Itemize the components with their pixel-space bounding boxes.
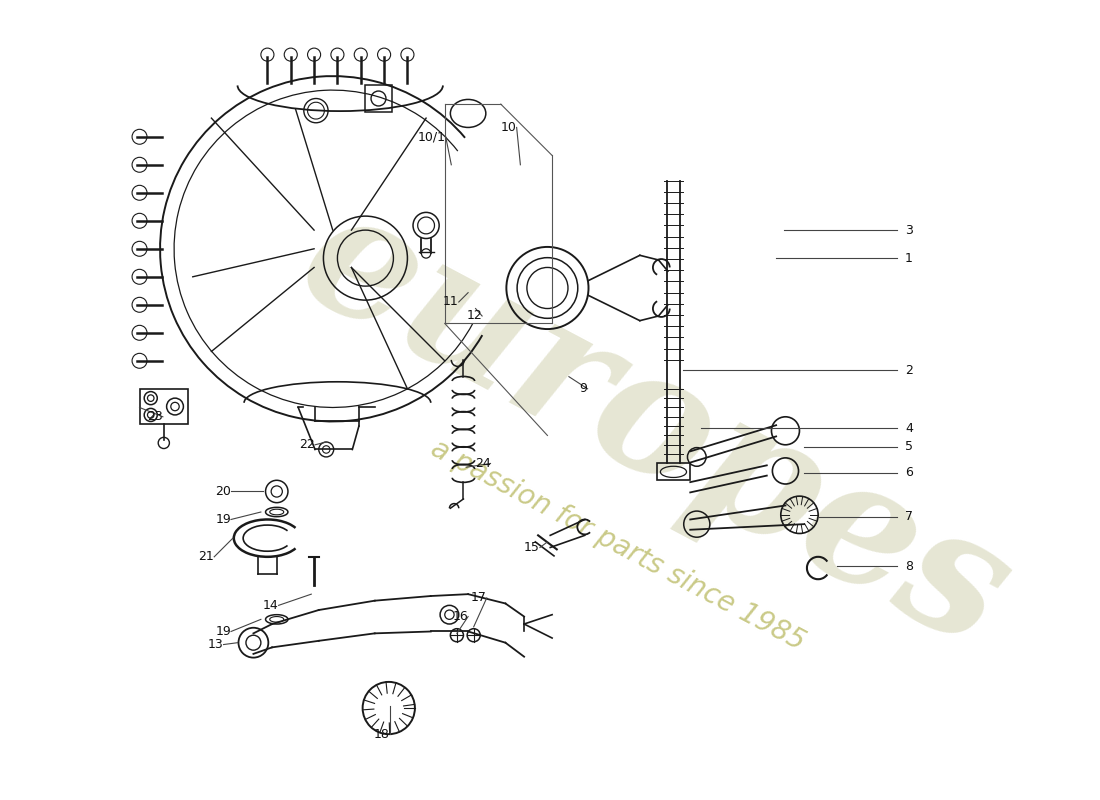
Bar — [657, 463, 691, 480]
Text: 22: 22 — [299, 438, 315, 451]
Text: 1: 1 — [905, 252, 913, 265]
Text: 20: 20 — [216, 485, 231, 498]
Text: 14: 14 — [263, 599, 278, 612]
Text: a passion for parts since 1985: a passion for parts since 1985 — [426, 434, 810, 655]
Text: 16: 16 — [452, 610, 469, 623]
Text: 8: 8 — [905, 560, 913, 573]
Text: 17: 17 — [471, 591, 487, 604]
Text: 4: 4 — [905, 422, 913, 434]
Text: 18: 18 — [374, 728, 389, 741]
Text: 6: 6 — [905, 466, 913, 479]
Bar — [365, 86, 392, 111]
Text: europes: europes — [274, 172, 1036, 684]
Text: 2: 2 — [905, 364, 913, 377]
Text: 10: 10 — [500, 121, 517, 134]
Text: 23: 23 — [147, 410, 163, 423]
Text: 13: 13 — [208, 638, 223, 651]
Bar — [140, 389, 188, 424]
Text: 21: 21 — [198, 550, 214, 563]
Text: 19: 19 — [216, 625, 231, 638]
Text: 19: 19 — [216, 513, 231, 526]
Text: 10/1: 10/1 — [418, 130, 446, 143]
Text: 12: 12 — [466, 310, 482, 322]
Text: 3: 3 — [905, 224, 913, 237]
Text: 7: 7 — [905, 510, 913, 523]
Text: 15: 15 — [524, 541, 540, 554]
Text: 9: 9 — [580, 382, 587, 395]
Text: 24: 24 — [475, 457, 491, 470]
Text: 5: 5 — [905, 440, 913, 453]
Text: 11: 11 — [443, 295, 459, 309]
